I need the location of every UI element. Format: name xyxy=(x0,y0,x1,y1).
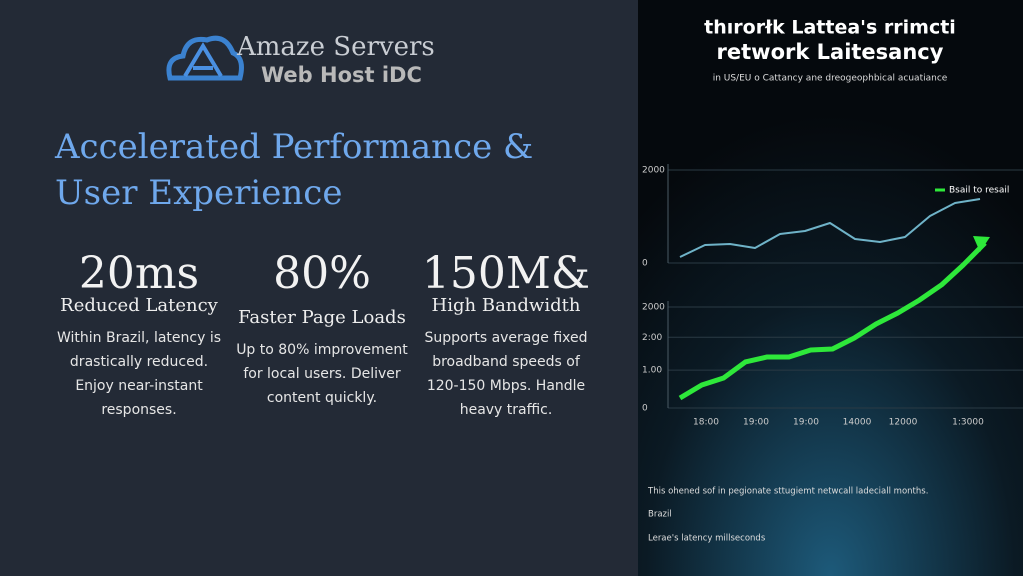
description-line: Enjoy near-instant xyxy=(75,378,203,394)
logo-tagline: Web Host iDC xyxy=(261,63,422,87)
chart-subtitle: in US/EU o Cattancy ane dreogeophbical a… xyxy=(713,74,948,84)
x-tick-label: 18:00 xyxy=(693,418,719,428)
chart-note: This ohened sof in pegionate sttugiemt n… xyxy=(647,487,928,497)
stat-description: Within Brazil, latency is drastically red… xyxy=(39,326,239,422)
stat-label: High Bandwidth xyxy=(431,295,581,316)
description-line: for local users. Deliver xyxy=(243,366,401,382)
legend-label: Bsail to resail xyxy=(949,186,1009,196)
chart-note: Lerae's latency millseconds xyxy=(648,534,766,544)
x-tick-label: 19:00 xyxy=(743,418,769,428)
chart-title: thırorłk Lattea's rrimcti xyxy=(704,17,956,39)
stat: 80% Faster Page Loads Up to 80% improvemen… xyxy=(222,248,422,410)
logo-name: Amaze Servers xyxy=(236,32,435,62)
description-line: Supports average fixed xyxy=(424,330,588,346)
y-tick-label: 2000 xyxy=(642,303,665,313)
arrow-head xyxy=(973,236,990,252)
stat: 20ms Reduced Latency Within Brazil, latenc… xyxy=(39,248,239,422)
y-tick-label: 2000 xyxy=(642,166,665,176)
y-tick-label: 2:00 xyxy=(642,333,662,343)
stat-description: Supports average fixed broadband speeds o… xyxy=(406,326,606,422)
chart-note: Brazil xyxy=(648,510,672,520)
description-line: drastically reduced. xyxy=(69,354,209,370)
logo: Amaze Servers Web Host iDC xyxy=(166,32,435,87)
description-line: Within Brazil, latency is xyxy=(56,330,222,346)
description-line: Up to 80% improvement xyxy=(236,342,408,358)
chart-title: retwork Laitesancy xyxy=(717,40,944,64)
stat-label: Faster Page Loads xyxy=(238,307,406,328)
description-line: broadband speeds of xyxy=(432,354,580,370)
logo-icon xyxy=(183,42,223,78)
description-line: responses. xyxy=(101,402,177,418)
chart-background xyxy=(638,0,1023,576)
x-tick-label: 14000 xyxy=(843,418,872,428)
stat-value: 80% xyxy=(273,248,371,299)
logo-icon xyxy=(166,35,244,81)
stat-description: Up to 80% improvement for local users. De… xyxy=(222,338,422,410)
x-tick-label: 12000 xyxy=(889,418,918,428)
stat-value: 150M& xyxy=(421,248,591,299)
y-tick-label: 0 xyxy=(642,259,648,269)
x-tick-label: 19:00 xyxy=(793,418,819,428)
stat: 150M& High Bandwidth Supports average fixe… xyxy=(406,248,606,422)
heading-line: Accelerated Performance & xyxy=(55,127,534,167)
stat-label: Reduced Latency xyxy=(60,295,218,316)
data-line xyxy=(678,241,987,401)
stat-value: 20ms xyxy=(78,248,200,299)
description-line: 120-150 Mbps. Handle xyxy=(426,378,586,394)
description-line: content quickly. xyxy=(266,390,378,406)
y-tick-label: 1.00 xyxy=(642,366,662,376)
y-tick-label: 0 xyxy=(642,404,648,414)
heading: Accelerated Performance & User Experienc… xyxy=(55,124,533,216)
description-line: heavy traffic. xyxy=(459,402,553,418)
x-tick-label: 1:3000 xyxy=(952,418,984,428)
heading-line: User Experience xyxy=(55,173,343,213)
data-line xyxy=(679,198,981,258)
